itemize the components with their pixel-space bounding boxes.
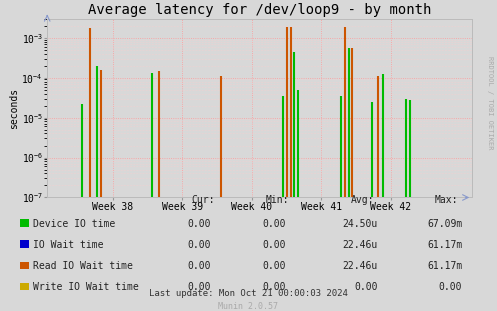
Text: 67.09m: 67.09m [427, 219, 462, 229]
Y-axis label: seconds: seconds [8, 87, 19, 129]
Text: Last update: Mon Oct 21 00:00:03 2024: Last update: Mon Oct 21 00:00:03 2024 [149, 289, 348, 298]
Text: 0.00: 0.00 [262, 282, 286, 292]
Text: Device IO time: Device IO time [33, 219, 115, 229]
Text: RRDTOOL / TOBI OETIKER: RRDTOOL / TOBI OETIKER [487, 56, 493, 149]
Text: Write IO Wait time: Write IO Wait time [33, 282, 139, 292]
Text: 0.00: 0.00 [188, 240, 211, 250]
Text: 0.00: 0.00 [188, 261, 211, 271]
Text: 22.46u: 22.46u [342, 240, 378, 250]
Text: 22.46u: 22.46u [342, 261, 378, 271]
Text: Munin 2.0.57: Munin 2.0.57 [219, 301, 278, 310]
Text: IO Wait time: IO Wait time [33, 240, 103, 250]
Text: 0.00: 0.00 [354, 282, 378, 292]
Text: 61.17m: 61.17m [427, 240, 462, 250]
Text: 0.00: 0.00 [262, 261, 286, 271]
Text: 0.00: 0.00 [188, 282, 211, 292]
Text: 61.17m: 61.17m [427, 261, 462, 271]
Text: 24.50u: 24.50u [342, 219, 378, 229]
Text: Cur:: Cur: [191, 195, 215, 205]
Text: Avg:: Avg: [350, 195, 374, 205]
Text: Max:: Max: [435, 195, 458, 205]
Text: Read IO Wait time: Read IO Wait time [33, 261, 133, 271]
Text: Min:: Min: [266, 195, 289, 205]
Text: 0.00: 0.00 [262, 240, 286, 250]
Text: 0.00: 0.00 [439, 282, 462, 292]
Text: 0.00: 0.00 [188, 219, 211, 229]
Text: 0.00: 0.00 [262, 219, 286, 229]
Title: Average latency for /dev/loop9 - by month: Average latency for /dev/loop9 - by mont… [88, 3, 431, 17]
